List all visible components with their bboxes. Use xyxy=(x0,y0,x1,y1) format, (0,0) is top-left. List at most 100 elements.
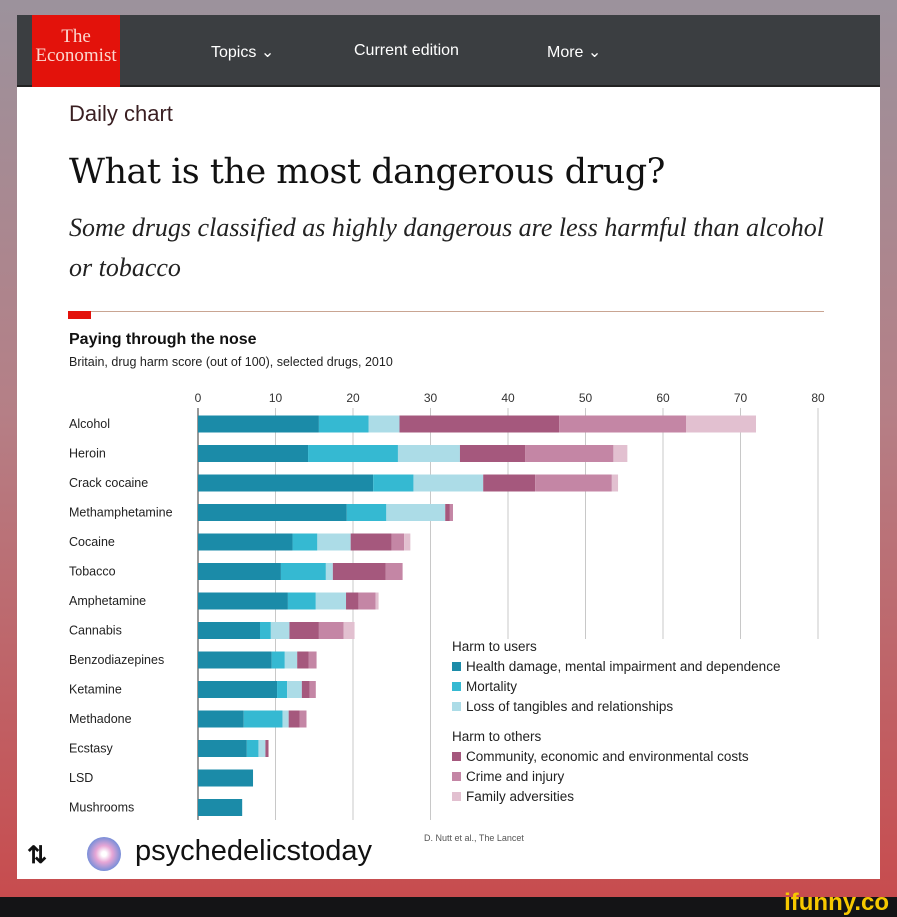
x-tick-label: 80 xyxy=(811,391,825,405)
category-label: LSD xyxy=(69,771,93,785)
section-label[interactable]: Daily chart xyxy=(69,101,173,126)
bar-segment xyxy=(289,622,319,639)
bar-segment xyxy=(198,533,293,551)
category-label: Mushrooms xyxy=(69,801,134,815)
bar-segment xyxy=(299,710,307,728)
legend-item: Family adversities xyxy=(452,787,832,807)
watermark-bar: ifunny.co xyxy=(0,889,897,917)
bar-segment xyxy=(483,474,536,492)
legend-label: Community, economic and environmental co… xyxy=(466,749,749,764)
bar-segment xyxy=(246,740,259,757)
chart-subtitle: Britain, drug harm score (out of 100), s… xyxy=(69,355,393,369)
top-nav: The Economist Topics ⌄ Current edition Mo… xyxy=(17,15,880,87)
x-tick-label: 40 xyxy=(501,391,515,405)
legend-label: Family adversities xyxy=(466,789,575,804)
bar-segment xyxy=(385,563,403,580)
bar-segment xyxy=(277,681,288,698)
avatar[interactable] xyxy=(87,837,121,871)
category-label: Cannabis xyxy=(69,624,122,638)
category-label: Crack cocaine xyxy=(69,476,148,490)
x-tick-label: 50 xyxy=(579,391,593,405)
chart-source: D. Nutt et al., The Lancet xyxy=(424,833,524,843)
bar-segment xyxy=(325,563,333,580)
bar-segment xyxy=(358,592,376,610)
bar-segment xyxy=(459,445,526,462)
x-tick-label: 30 xyxy=(424,391,438,405)
chevron-down-icon: ⌄ xyxy=(587,44,602,61)
legend-swatch xyxy=(452,792,461,801)
bar-segment xyxy=(449,504,453,521)
bar-segment xyxy=(368,415,400,433)
bar-segment xyxy=(198,651,272,669)
category-label: Methadone xyxy=(69,712,132,726)
category-label: Tobacco xyxy=(69,565,116,579)
bar-segment xyxy=(686,415,756,433)
bar-segment xyxy=(315,592,347,610)
bar-segment xyxy=(373,474,414,492)
chevron-down-icon: ⌄ xyxy=(260,44,275,61)
divider xyxy=(68,311,824,312)
article-subtitle: Some drugs classified as highly dangerou… xyxy=(69,213,824,282)
category-label: Alcohol xyxy=(69,417,110,431)
bar-segment xyxy=(287,681,302,698)
legend-item: Mortality xyxy=(452,677,832,697)
bar-segment xyxy=(611,474,619,492)
bar-segment xyxy=(445,504,450,521)
bar-segment xyxy=(391,533,405,551)
logo-line-2: Economist xyxy=(35,45,117,66)
bar-segment xyxy=(243,710,283,728)
bar-segment xyxy=(198,445,309,462)
logo-line-1: The xyxy=(61,26,91,47)
nav-more-label: More xyxy=(547,44,584,61)
bar-segment xyxy=(375,592,379,610)
legend-group-users: Harm to users xyxy=(452,639,537,654)
bar-segment xyxy=(198,504,347,521)
nav-topics[interactable]: Topics ⌄ xyxy=(211,42,274,62)
x-tick-label: 60 xyxy=(656,391,670,405)
bar-segment xyxy=(301,681,310,698)
bar-segment xyxy=(292,533,318,551)
bar-segment xyxy=(318,622,344,639)
legend-group-others: Harm to others xyxy=(452,729,542,744)
bar-segment xyxy=(258,740,266,757)
bar-segment xyxy=(308,445,398,462)
article-card: The Economist Topics ⌄ Current edition Mo… xyxy=(17,15,880,879)
bar-segment xyxy=(308,651,317,669)
nav-current-edition[interactable]: Current edition xyxy=(354,42,459,59)
bar-segment xyxy=(270,622,290,639)
nav-topics-label: Topics xyxy=(211,44,257,61)
bar-segment xyxy=(404,533,411,551)
bar-segment xyxy=(318,415,369,433)
bar-segment xyxy=(198,710,244,728)
bar-segment xyxy=(346,504,387,521)
bar-segment xyxy=(198,681,278,698)
bar-segment xyxy=(198,563,281,580)
legend-item: Crime and injury xyxy=(452,767,832,787)
legend-item: Community, economic and environmental co… xyxy=(452,747,832,767)
legend-swatch xyxy=(452,752,461,761)
article-title: What is the most dangerous drug? xyxy=(69,152,665,192)
bar-segment xyxy=(287,592,316,610)
nav-more[interactable]: More ⌄ xyxy=(547,42,601,62)
legend-item: Loss of tangibles and relationships xyxy=(452,697,832,717)
bar-segment xyxy=(198,592,288,610)
bar-segment xyxy=(198,740,247,757)
bar-segment xyxy=(198,474,374,492)
legend-item: Health damage, mental impairment and dep… xyxy=(452,657,832,677)
bar-segment xyxy=(413,474,484,492)
legend-swatch xyxy=(452,772,461,781)
bar-segment xyxy=(280,563,326,580)
legend-label: Health damage, mental impairment and dep… xyxy=(466,659,781,674)
chart: 0 10 20 30 40 50 60 70 80 Alcohol Heroin Crack coca… xyxy=(69,391,825,820)
economist-logo[interactable]: The Economist xyxy=(32,15,120,87)
bar-segment xyxy=(386,504,446,521)
x-tick-label: 70 xyxy=(734,391,748,405)
repost-handle[interactable]: psychedelicstoday xyxy=(135,835,372,867)
legend-label: Crime and injury xyxy=(466,769,565,784)
bar-segment xyxy=(613,445,628,462)
bar-segment xyxy=(397,445,460,462)
legend-swatch xyxy=(452,662,461,671)
bar-segment xyxy=(535,474,612,492)
bar-segment xyxy=(198,622,260,639)
bar-segment xyxy=(288,710,300,728)
